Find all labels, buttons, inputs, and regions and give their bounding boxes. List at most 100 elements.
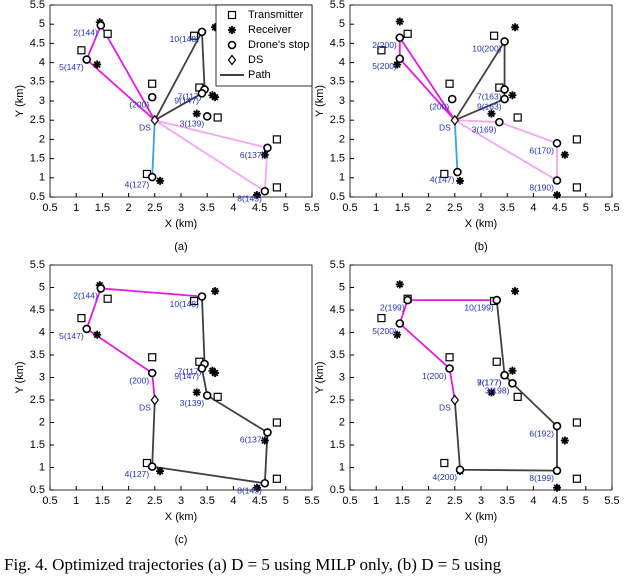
- y-tick-label: 4.5: [330, 304, 345, 316]
- legend-label: DS: [248, 54, 263, 66]
- panel-caption: (b): [474, 241, 487, 253]
- y-tick-label: 3: [39, 371, 45, 383]
- transmitter: [103, 294, 112, 303]
- transmitter: [148, 353, 157, 362]
- receiver: [456, 176, 465, 185]
- transmitter: [227, 10, 237, 20]
- stop-label: 9(147): [174, 96, 199, 106]
- y-tick-label: 1.5: [330, 153, 345, 165]
- stop-label: 8(145): [237, 486, 262, 496]
- y-tick-label: 5: [39, 18, 45, 30]
- trajectory: [151, 120, 156, 178]
- y-tick-label: 0.5: [330, 191, 345, 203]
- y-tick-label: 1: [339, 172, 345, 184]
- x-tick-label: 1: [73, 202, 79, 214]
- receiver: [511, 287, 520, 296]
- x-tick-label: 3: [478, 202, 484, 214]
- y-tick-label: 4: [339, 57, 345, 69]
- trajectory: [398, 34, 456, 121]
- legend-label: Transmitter: [248, 9, 304, 21]
- receiver: [552, 191, 561, 200]
- stop-label: 10(148): [170, 34, 199, 44]
- y-tick-label: 1.5: [330, 439, 345, 451]
- legend: Transmitter Receiver Drone's stop DS Path: [215, 4, 313, 87]
- stop-label: 9(163): [477, 101, 502, 111]
- y-tick-label: 5: [339, 281, 345, 293]
- y-tick-label: 1: [39, 461, 45, 473]
- drone-stop: [552, 176, 562, 185]
- drone-stop: [445, 364, 454, 373]
- receiver: [228, 26, 236, 34]
- stop-label: 5(200): [372, 61, 397, 71]
- x-tick-label: 2: [426, 495, 432, 507]
- stop-label: (200): [429, 101, 449, 111]
- stop-label: 8(190): [529, 183, 554, 193]
- x-axis-label: X (km): [465, 218, 497, 230]
- x-tick-label: 5: [283, 495, 289, 507]
- transmitter: [490, 31, 499, 40]
- ds: [227, 54, 237, 66]
- drone-stop: [508, 379, 517, 388]
- receiver: [560, 436, 569, 445]
- drone-stop: [500, 370, 509, 380]
- receiver: [560, 150, 569, 159]
- receiver: [156, 467, 165, 476]
- drone-stop: [552, 421, 562, 431]
- panel-caption: (c): [175, 534, 188, 546]
- stop-label: 9(177): [477, 378, 502, 388]
- stop-label: 5(200): [372, 326, 397, 336]
- y-tick-label: 4.5: [330, 37, 345, 49]
- receiver: [192, 388, 201, 397]
- transmitter: [440, 169, 449, 179]
- drone-stop: [552, 138, 562, 148]
- transmitter: [190, 296, 199, 306]
- legend-label: Path: [248, 69, 271, 81]
- receiver: [192, 109, 201, 118]
- y-tick-label: 4.5: [30, 304, 45, 316]
- stop-label: 6(192): [529, 428, 554, 438]
- drone-stop: [552, 466, 562, 475]
- ds-label: DS: [139, 122, 151, 132]
- drone-stop: [227, 40, 237, 50]
- stop-label: 8(145): [237, 193, 262, 203]
- receiver: [156, 176, 165, 185]
- ds-label: DS: [439, 122, 451, 132]
- y-tick-label: 4: [339, 326, 345, 338]
- y-tick-label: 5.5: [30, 259, 45, 271]
- x-axis-label: X (km): [165, 218, 197, 230]
- drone-stop: [492, 295, 502, 305]
- y-tick-label: 1.5: [30, 153, 45, 165]
- drone-stop: [500, 85, 509, 94]
- drone-stop: [197, 89, 207, 98]
- drone-stop: [395, 319, 405, 328]
- transmitter: [377, 314, 386, 323]
- transmitter: [77, 46, 86, 55]
- drone-stop: [260, 478, 270, 488]
- x-tick-label: 3: [178, 495, 184, 507]
- x-tick-label: 4.5: [252, 495, 267, 507]
- drone-stop: [202, 112, 212, 121]
- ds: [450, 394, 460, 406]
- stop-label: 6(137): [240, 150, 265, 160]
- receiver: [395, 280, 404, 289]
- trajectory: [151, 296, 269, 485]
- transmitter: [492, 357, 501, 366]
- x-tick-label: 4: [230, 202, 236, 214]
- trajectory: [154, 119, 269, 193]
- x-tick-label: 4: [530, 495, 536, 507]
- drone-stop: [197, 27, 207, 37]
- x-tick-label: 2.5: [147, 495, 162, 507]
- y-tick-label: 2: [39, 416, 45, 428]
- transmitter: [77, 314, 86, 323]
- drone-stop: [395, 33, 405, 42]
- legend-label: Receiver: [248, 24, 292, 36]
- drone-stop: [202, 391, 212, 400]
- drone-stop: [500, 94, 509, 104]
- x-tick-label: 0.5: [342, 495, 357, 507]
- transmitter: [377, 46, 386, 55]
- receiver: [260, 150, 269, 159]
- drone-stop: [147, 172, 157, 182]
- receiver: [93, 330, 102, 339]
- y-tick-label: 2: [339, 416, 345, 428]
